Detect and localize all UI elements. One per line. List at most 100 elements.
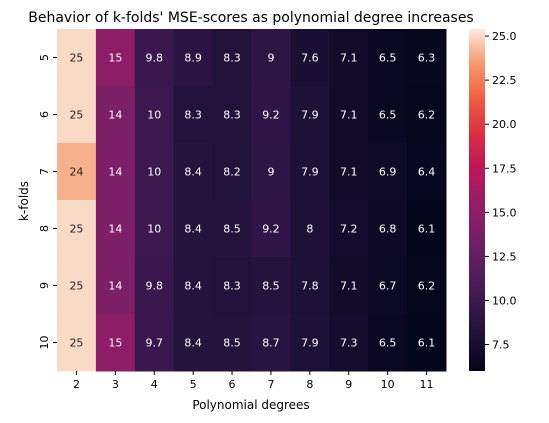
heatmap-cell — [57, 29, 97, 87]
cell-value-label: 25 — [69, 52, 83, 65]
colorbar-tick-label: 7.5 — [492, 339, 510, 352]
cell-value-label: 7.1 — [340, 280, 358, 293]
cell-value-label: 8.3 — [184, 109, 202, 122]
chart-title: Behavior of k-folds' MSE-scores as polyn… — [28, 10, 473, 26]
y-tick-label: 7 — [38, 168, 51, 175]
y-axis-ticks: 5 6 7 8 9 10 — [38, 54, 57, 350]
heatmap-cell — [134, 143, 175, 201]
cell-value-label: 7.8 — [301, 280, 319, 293]
heatmap-cell — [57, 314, 97, 372]
cell-value-label: 8.3 — [223, 109, 241, 122]
cell-value-label: 7.9 — [301, 166, 319, 179]
cell-value-label: 25 — [69, 223, 83, 236]
heatmap-cell — [329, 257, 369, 315]
cell-value-label: 8.3 — [223, 52, 241, 65]
cell-value-label: 6.8 — [379, 223, 397, 236]
cell-value-label: 6.1 — [418, 337, 436, 350]
heatmap-cell — [290, 143, 330, 201]
cell-value-label: 7.9 — [301, 109, 319, 122]
cell-value-label: 7.1 — [340, 166, 358, 179]
cell-value-label: 9.2 — [262, 223, 280, 236]
cell-value-label: 14 — [108, 166, 122, 179]
heatmap-cell — [173, 200, 214, 258]
cell-value-label: 10 — [147, 223, 161, 236]
colorbar-tick-label: 20.0 — [492, 118, 517, 131]
heatmap-cell — [290, 314, 330, 372]
x-tick-label: 6 — [229, 378, 236, 391]
cell-value-label: 6.5 — [379, 337, 397, 350]
heatmap-cell — [329, 29, 369, 87]
cell-value-label: 6.1 — [418, 223, 436, 236]
heatmap-cell — [407, 143, 447, 201]
cell-value-label: 10 — [147, 166, 161, 179]
colorbar-ticks: 25.0 22.5 20.0 17.5 15.0 12.5 10.0 7.5 — [485, 30, 517, 352]
heatmap-cell — [212, 86, 252, 144]
x-tick-label: 10 — [381, 378, 395, 391]
y-tick-label: 6 — [38, 111, 51, 118]
heatmap-cell — [368, 314, 408, 372]
x-tick-label: 8 — [306, 378, 313, 391]
heatmap-cell — [290, 257, 330, 315]
x-tick-label: 11 — [420, 378, 434, 391]
heatmap-cell — [407, 29, 447, 87]
heatmap-cell — [407, 200, 447, 258]
heatmap-cell — [407, 257, 447, 315]
cell-value-label: 7.9 — [301, 337, 319, 350]
x-axis-ticks: 2 3 4 5 6 7 8 9 10 11 — [73, 371, 434, 391]
cell-value-label: 7.1 — [340, 52, 358, 65]
cell-value-label: 7.2 — [340, 223, 358, 236]
y-tick-label: 8 — [38, 225, 51, 232]
x-tick-label: 7 — [267, 378, 274, 391]
heatmap-cell — [95, 257, 136, 315]
cell-value-label: 7.3 — [340, 337, 358, 350]
colorbar-tick-label: 15.0 — [492, 206, 517, 219]
cell-value-label: 6.5 — [379, 52, 397, 65]
colorbar-tick-label: 25.0 — [492, 30, 517, 43]
heatmap-cell — [407, 86, 447, 144]
colorbar-tick-label: 12.5 — [492, 250, 517, 263]
heatmap-cell — [290, 29, 330, 87]
cell-value-label: 6.3 — [418, 52, 436, 65]
heatmap-cell — [212, 143, 252, 201]
cell-value-label: 9.7 — [146, 337, 164, 350]
heatmap-cell — [173, 29, 214, 87]
cell-value-label: 8.5 — [262, 280, 280, 293]
heatmap-cell — [368, 143, 408, 201]
heatmap-cell — [134, 257, 175, 315]
cell-value-label: 6.2 — [418, 280, 436, 293]
colorbar-tick-label: 22.5 — [492, 74, 517, 87]
cell-value-label: 9.8 — [146, 52, 164, 65]
heatmap-cell — [368, 29, 408, 87]
heatmap-cell — [212, 257, 252, 315]
heatmap-cell — [407, 314, 447, 372]
cell-value-label: 8.4 — [184, 280, 202, 293]
heatmap-cell — [95, 143, 136, 201]
heatmap-cell — [251, 314, 291, 372]
cell-value-label: 14 — [108, 223, 122, 236]
y-tick-label: 5 — [38, 54, 51, 61]
heatmap-cell — [95, 86, 136, 144]
heatmap-cell — [95, 29, 136, 87]
heatmap-cell — [212, 29, 252, 87]
heatmap-cell — [212, 200, 252, 258]
heatmap-cell — [95, 314, 136, 372]
cell-value-label: 8.5 — [223, 223, 241, 236]
cell-value-label: 8.9 — [184, 52, 202, 65]
colorbar-tick-label: 10.0 — [492, 294, 517, 307]
cell-value-label: 8.4 — [184, 223, 202, 236]
heatmap-cell — [57, 143, 97, 201]
heatmap-cell — [329, 143, 369, 201]
cell-value-label: 8.3 — [223, 280, 241, 293]
heatmap-cell — [251, 143, 291, 201]
heatmap-cell — [57, 86, 97, 144]
cell-value-label: 6.4 — [418, 166, 436, 179]
heatmap-cells: 25 15 9.8 8.9 8.3 9 7.6 7.1 6.5 6.3 25 14 10 8.3 8.3 9.… — [57, 29, 447, 372]
heatmap-cell — [134, 86, 175, 144]
cell-value-label: 15 — [108, 52, 122, 65]
x-tick-label: 4 — [151, 378, 158, 391]
heatmap-cell — [134, 29, 175, 87]
heatmap-cell — [329, 200, 369, 258]
x-tick-label: 2 — [73, 378, 80, 391]
heatmap-cell — [368, 200, 408, 258]
cell-value-label: 25 — [69, 337, 83, 350]
